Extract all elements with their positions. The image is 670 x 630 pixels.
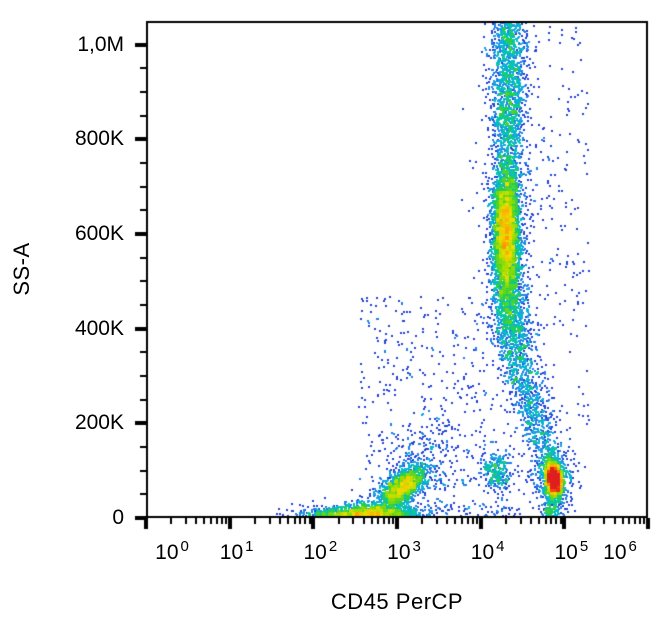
x-tick-base: 10 — [470, 541, 495, 564]
y-tick-label: 600K — [74, 221, 124, 245]
x-tick-base: 10 — [219, 541, 244, 564]
x-tick-base: 10 — [155, 541, 179, 564]
y-tick-label: 200K — [74, 411, 124, 435]
x-axis-title: CD45 PerCP — [330, 589, 464, 614]
x-tick-label: 10 4 — [470, 538, 505, 565]
x-tick-label: 10 1 — [219, 538, 254, 565]
y-axis-tick-labels: 0 200K 400K 600K 800K 1,0M — [0, 0, 124, 630]
x-tick-exponent: 3 — [412, 538, 421, 555]
x-tick-base: 10 — [387, 541, 411, 564]
x-tick-label: 10 2 — [303, 538, 337, 565]
x-tick-exponent: 5 — [579, 538, 589, 555]
x-tick-exponent: 1 — [245, 538, 254, 555]
x-tick-base: 10 — [554, 541, 578, 564]
x-tick-exponent: 0 — [180, 538, 189, 555]
x-tick-base: 10 — [603, 541, 627, 564]
y-axis-title: SS-A — [9, 242, 34, 296]
x-tick-exponent: 2 — [328, 538, 338, 555]
x-tick-label: 10 5 — [554, 538, 588, 565]
x-tick-label: 10 3 — [387, 538, 421, 565]
y-tick-label: 800K — [74, 127, 124, 151]
x-tick-base: 10 — [303, 541, 327, 564]
y-tick-label: 400K — [74, 316, 124, 340]
x-tick-label: 10 0 — [155, 538, 189, 565]
x-tick-label: 10 6 — [603, 538, 637, 565]
x-tick-exponent: 6 — [628, 538, 637, 555]
x-tick-exponent: 4 — [496, 538, 505, 555]
y-tick-label: 1,0M — [77, 32, 124, 56]
y-tick-label: 0 — [112, 506, 124, 529]
